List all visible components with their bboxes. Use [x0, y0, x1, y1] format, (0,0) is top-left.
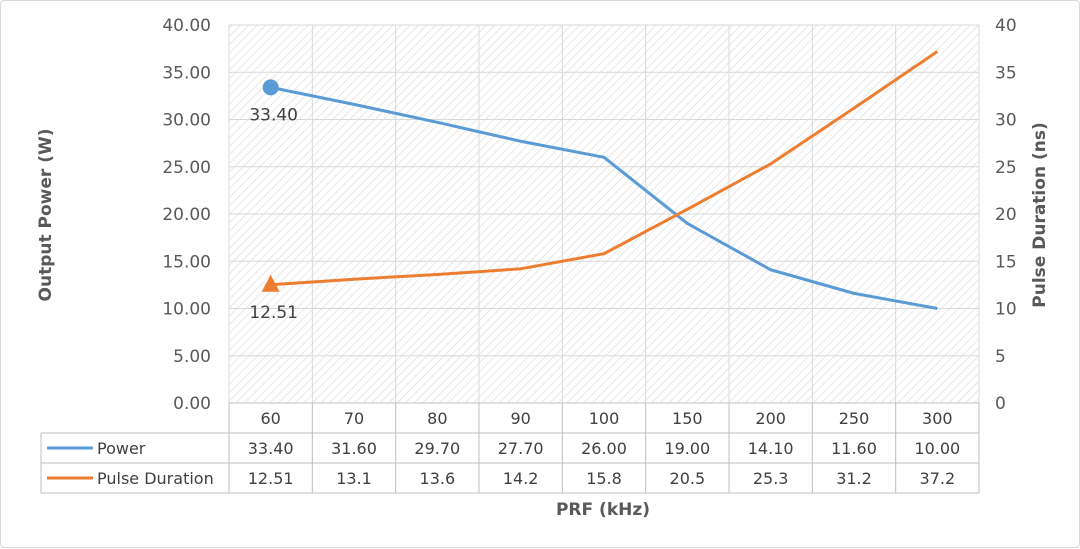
- table-cell: 29.70: [414, 439, 460, 458]
- table-header-row: [229, 403, 979, 433]
- y-tick-label: 0.00: [173, 394, 211, 414]
- series-line: [270, 50, 939, 287]
- x-tick-label: 90: [510, 409, 530, 428]
- y2-tick-label: 25: [995, 158, 1017, 178]
- table-cell: 14.10: [748, 439, 794, 458]
- data-point: [435, 272, 439, 276]
- y-tick-label: 5.00: [173, 347, 211, 367]
- data-table: 60 70 80 90 100 150 200 250 300 Power 33.40 31.60 29…: [40, 402, 980, 494]
- x-tick-label: 150: [672, 409, 703, 428]
- y-tick-label: 35.00: [162, 63, 211, 83]
- y2-tick-label: 40: [995, 16, 1017, 36]
- series-lines: 33.40 12.51: [249, 49, 939, 323]
- y2-tick-label: 15: [995, 252, 1017, 272]
- y2-axis-title: Pulse Duration (ns): [1030, 122, 1050, 307]
- data-point: [852, 291, 856, 295]
- data-point: [435, 120, 439, 124]
- x-tick-label: 100: [589, 409, 620, 428]
- x-tick-label: 80: [427, 409, 447, 428]
- table-cell: 10.00: [914, 439, 960, 458]
- data-point: [352, 277, 356, 281]
- table-cell: 12.51: [248, 469, 294, 488]
- y2-tick-label: 5: [995, 347, 1006, 367]
- data-point: [769, 268, 773, 272]
- table-cell: 13.6: [420, 469, 456, 488]
- data-point: [519, 139, 523, 143]
- x-axis-title: PRF (kHz): [556, 500, 650, 520]
- gridlines: [228, 24, 980, 404]
- legend-label: Pulse Duration: [97, 469, 214, 488]
- data-point: [769, 162, 773, 166]
- table-cell: 20.5: [670, 469, 706, 488]
- data-point: [852, 106, 856, 110]
- data-point: [602, 252, 606, 256]
- data-point: [685, 221, 689, 225]
- y-tick-label: 10.00: [162, 300, 211, 320]
- x-tick-label: 70: [344, 409, 364, 428]
- y-axis-title: Output Power (W): [36, 129, 56, 302]
- y2-tick-label: 20: [995, 205, 1017, 225]
- data-label: 33.40: [249, 105, 298, 125]
- y2-tick-label: 30: [995, 111, 1017, 131]
- data-point: [519, 267, 523, 271]
- table-cell: 31.2: [836, 469, 872, 488]
- point-marker: [262, 79, 279, 96]
- y2-tick-label: 0: [995, 394, 1006, 414]
- left-axis-ticks: 0.00 5.00 10.00 15.00 20.00 25.00 30.00 35.00 40…: [162, 16, 211, 414]
- data-point: [602, 155, 606, 159]
- data-point: [685, 207, 689, 211]
- y-tick-label: 15.00: [162, 252, 211, 272]
- table-cell: 33.40: [248, 439, 294, 458]
- series-line: [270, 85, 938, 310]
- table-cell: 14.2: [503, 469, 539, 488]
- right-axis-ticks: 0 5 10 15 20 25 30 35 40: [995, 16, 1017, 414]
- table-cell: 19.00: [664, 439, 710, 458]
- y-tick-label: 20.00: [162, 205, 211, 225]
- y-tick-label: 30.00: [162, 111, 211, 131]
- y-tick-label: 25.00: [162, 158, 211, 178]
- x-tick-label: 200: [755, 409, 786, 428]
- data-point: [352, 102, 356, 106]
- table-cell: 15.8: [586, 469, 622, 488]
- point-marker: [261, 274, 280, 292]
- table-cell: 37.2: [920, 469, 956, 488]
- x-tick-label: 60: [260, 409, 280, 428]
- table-cell: 11.60: [831, 439, 877, 458]
- y2-tick-label: 10: [995, 300, 1017, 320]
- data-point: [935, 307, 939, 311]
- legend-label: Power: [97, 439, 146, 458]
- data-label: 12.51: [249, 303, 298, 323]
- table-cell: 27.70: [498, 439, 544, 458]
- table-cell: 31.60: [331, 439, 377, 458]
- data-point: [935, 49, 939, 53]
- table-cell: 13.1: [336, 469, 372, 488]
- x-tick-label: 250: [839, 409, 870, 428]
- table-cell: 25.3: [753, 469, 789, 488]
- y2-tick-label: 35: [995, 63, 1017, 83]
- y-tick-label: 40.00: [162, 16, 211, 36]
- table-cell: 26.00: [581, 439, 627, 458]
- x-tick-label: 300: [922, 409, 953, 428]
